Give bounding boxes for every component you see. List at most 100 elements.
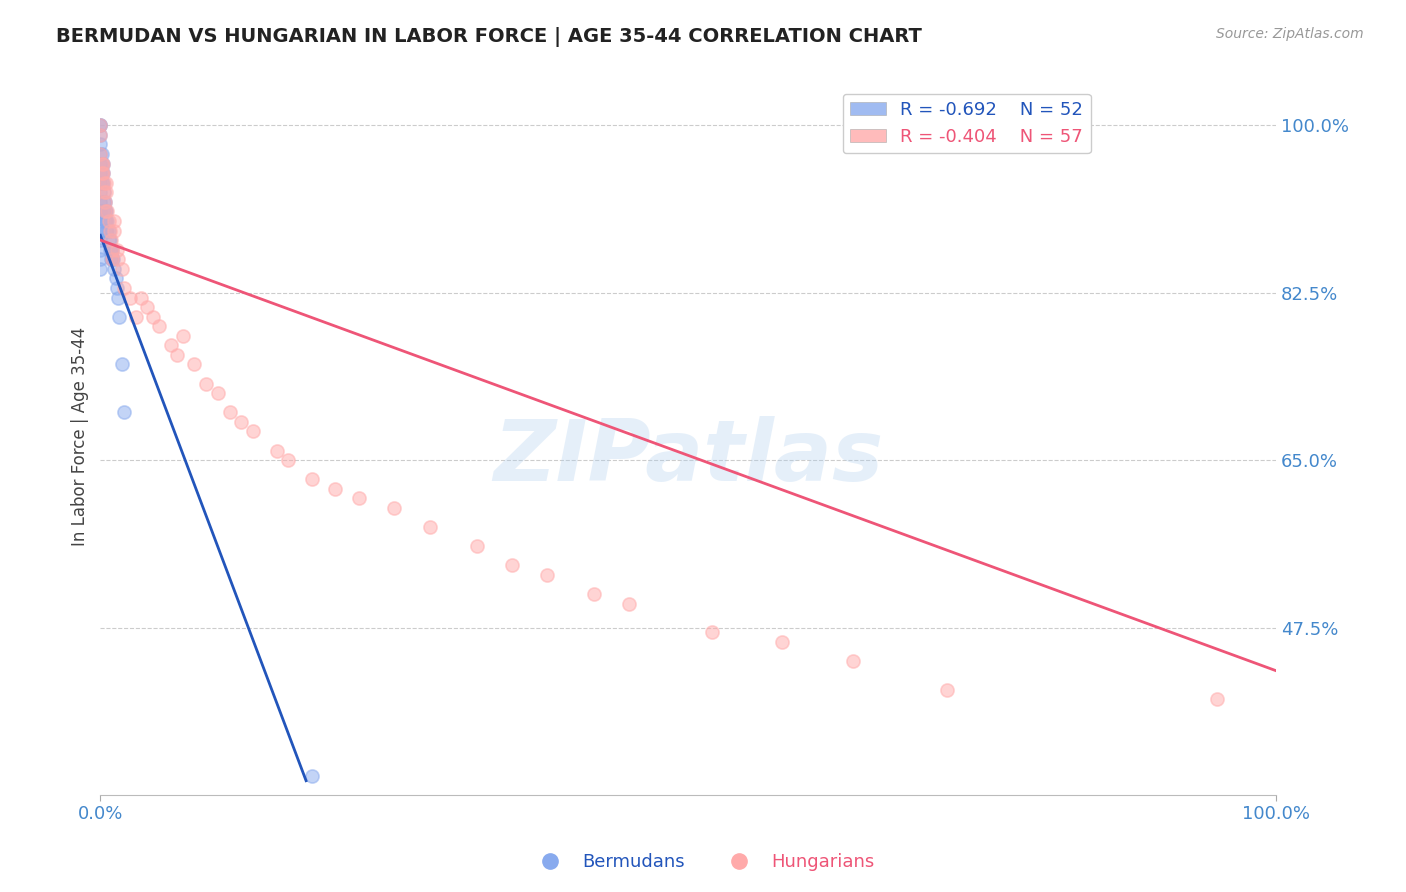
Point — [935, 682, 957, 697]
Point — [89, 137, 111, 152]
Point — [700, 625, 723, 640]
Point — [90, 147, 112, 161]
Point — [89, 243, 111, 257]
Point — [277, 453, 299, 467]
Point — [90, 156, 112, 170]
Point — [107, 291, 129, 305]
Point — [89, 214, 111, 228]
Point — [124, 310, 146, 324]
Point — [91, 166, 114, 180]
Point — [110, 261, 132, 276]
Point — [347, 491, 370, 506]
Point — [96, 186, 118, 200]
Point — [93, 194, 115, 209]
Point — [231, 415, 253, 429]
Point — [166, 348, 188, 362]
Point — [382, 501, 405, 516]
Point — [101, 243, 124, 257]
Point — [96, 214, 118, 228]
Point — [91, 166, 114, 180]
Point — [89, 233, 111, 247]
Point — [93, 186, 115, 200]
Point — [96, 204, 118, 219]
Point — [94, 204, 117, 219]
Point — [96, 223, 118, 237]
Point — [94, 204, 117, 219]
Point — [93, 186, 115, 200]
Point — [103, 214, 125, 228]
Point — [89, 118, 111, 132]
Point — [90, 176, 112, 190]
Point — [91, 176, 114, 190]
Point — [108, 310, 131, 324]
Point — [89, 176, 111, 190]
Point — [89, 223, 111, 237]
Point — [242, 425, 264, 439]
Point — [142, 310, 165, 324]
Point — [118, 291, 141, 305]
Point — [105, 281, 128, 295]
Point — [536, 568, 558, 582]
Point — [583, 587, 606, 601]
Point — [93, 176, 115, 190]
Point — [97, 233, 120, 247]
Point — [89, 147, 111, 161]
Point — [94, 214, 117, 228]
Point — [103, 252, 125, 267]
Point — [96, 223, 118, 237]
Point — [107, 252, 129, 267]
Point — [218, 405, 240, 419]
Point — [325, 482, 347, 496]
Point — [90, 166, 112, 180]
Point — [96, 214, 118, 228]
Point — [101, 243, 124, 257]
Point — [112, 281, 135, 295]
Point — [101, 252, 124, 267]
Point — [1206, 692, 1229, 706]
Point — [90, 156, 112, 170]
Point — [97, 214, 120, 228]
Point — [93, 204, 115, 219]
Point — [96, 176, 118, 190]
Point — [842, 654, 865, 668]
Point — [195, 376, 218, 391]
Point — [418, 520, 440, 534]
Point — [103, 261, 125, 276]
Point — [89, 147, 111, 161]
Point — [89, 261, 111, 276]
Point — [104, 271, 127, 285]
Legend: R = -0.692    N = 52, R = -0.404    N = 57: R = -0.692 N = 52, R = -0.404 N = 57 — [842, 94, 1091, 153]
Point — [160, 338, 183, 352]
Point — [501, 558, 523, 573]
Point — [105, 243, 128, 257]
Point — [301, 769, 323, 783]
Point — [89, 156, 111, 170]
Point — [172, 328, 194, 343]
Point — [110, 358, 132, 372]
Point — [619, 597, 641, 611]
Point — [89, 186, 111, 200]
Point — [100, 252, 122, 267]
Point — [89, 166, 111, 180]
Point — [89, 204, 111, 219]
Y-axis label: In Labor Force | Age 35-44: In Labor Force | Age 35-44 — [72, 326, 89, 546]
Point — [98, 223, 121, 237]
Point — [266, 443, 288, 458]
Point — [89, 128, 111, 142]
Point — [97, 223, 120, 237]
Point — [89, 128, 111, 142]
Text: BERMUDAN VS HUNGARIAN IN LABOR FORCE | AGE 35-44 CORRELATION CHART: BERMUDAN VS HUNGARIAN IN LABOR FORCE | A… — [56, 27, 922, 46]
Text: Source: ZipAtlas.com: Source: ZipAtlas.com — [1216, 27, 1364, 41]
Point — [301, 472, 323, 486]
Point — [89, 118, 111, 132]
Point — [96, 204, 118, 219]
Point — [91, 156, 114, 170]
Text: ZIPatlas: ZIPatlas — [494, 417, 883, 500]
Point — [136, 300, 159, 314]
Point — [183, 358, 205, 372]
Point — [103, 223, 125, 237]
Point — [131, 291, 153, 305]
Point — [94, 194, 117, 209]
Point — [770, 635, 793, 649]
Point — [94, 194, 117, 209]
